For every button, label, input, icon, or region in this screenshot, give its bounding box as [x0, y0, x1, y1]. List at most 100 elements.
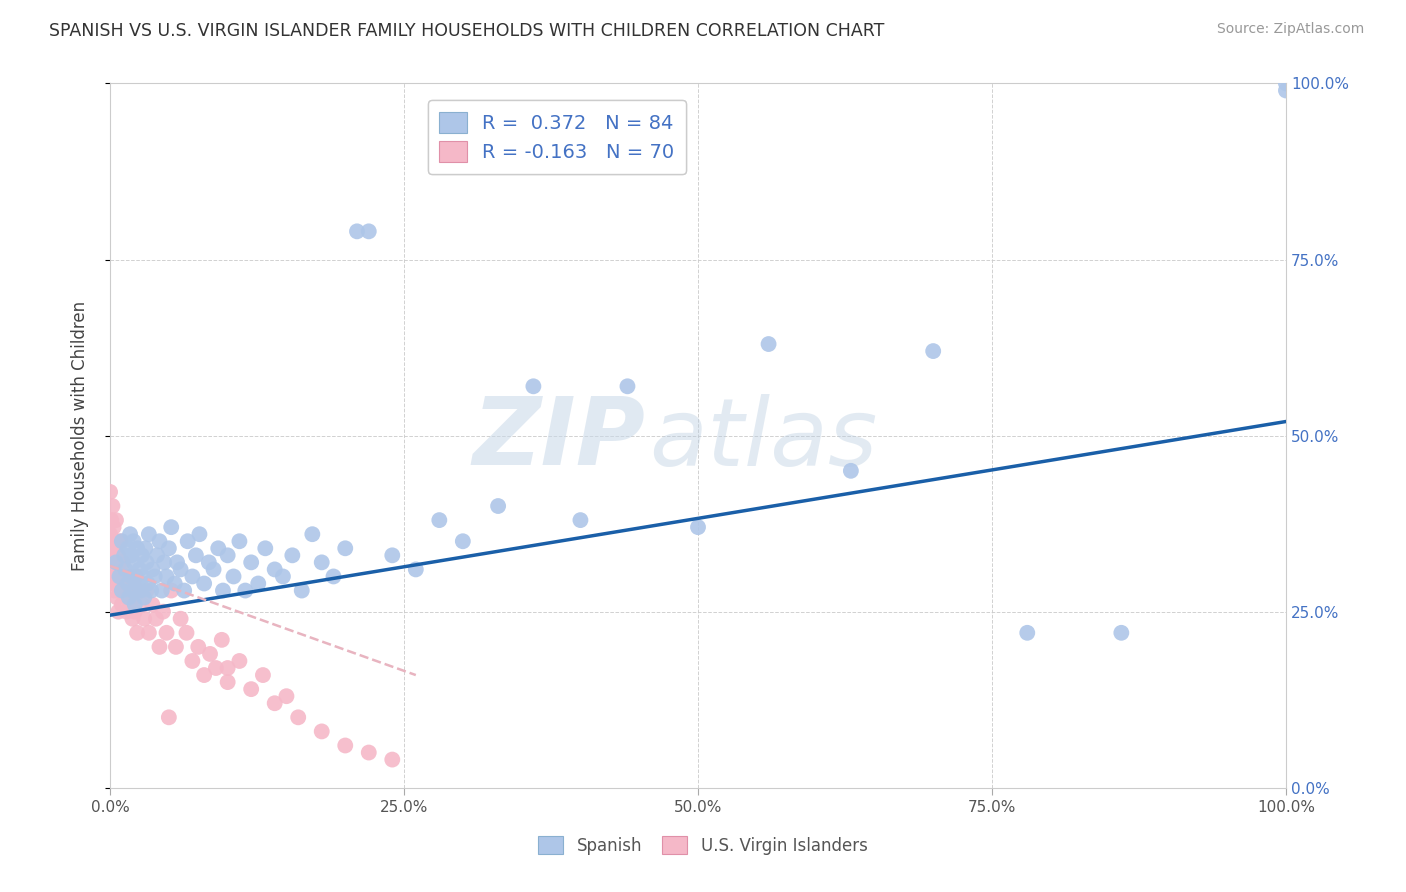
Point — [135, 583, 157, 598]
Y-axis label: Family Households with Children: Family Households with Children — [72, 301, 89, 571]
Point — [117, 583, 139, 598]
Point — [138, 625, 160, 640]
Text: ZIP: ZIP — [472, 393, 645, 485]
Point — [128, 583, 150, 598]
Point — [276, 689, 298, 703]
Legend: R =  0.372   N = 84, R = -0.163   N = 70: R = 0.372 N = 84, R = -0.163 N = 70 — [427, 100, 686, 174]
Point — [117, 576, 139, 591]
Point — [134, 591, 156, 605]
Point — [143, 569, 166, 583]
Point — [222, 569, 245, 583]
Point — [291, 583, 314, 598]
Point — [381, 753, 404, 767]
Text: atlas: atlas — [648, 393, 877, 484]
Point — [252, 668, 274, 682]
Point — [132, 569, 155, 583]
Point — [686, 520, 709, 534]
Point — [120, 549, 142, 563]
Point — [212, 583, 235, 598]
Point — [152, 605, 174, 619]
Point — [125, 569, 148, 583]
Point — [108, 569, 131, 583]
Point — [228, 534, 250, 549]
Point — [569, 513, 592, 527]
Point — [118, 569, 141, 583]
Point — [104, 555, 127, 569]
Point — [111, 598, 134, 612]
Point — [150, 583, 173, 598]
Point — [157, 541, 180, 556]
Point — [120, 583, 142, 598]
Point — [311, 724, 333, 739]
Point — [114, 562, 136, 576]
Point — [112, 549, 135, 563]
Point — [281, 549, 304, 563]
Point — [141, 583, 163, 598]
Point — [173, 583, 195, 598]
Point — [104, 569, 127, 583]
Point — [207, 541, 229, 556]
Point — [155, 569, 177, 583]
Point — [181, 569, 204, 583]
Point — [163, 576, 186, 591]
Point — [198, 555, 221, 569]
Point — [98, 485, 121, 500]
Point — [160, 583, 183, 598]
Point — [217, 549, 239, 563]
Point — [115, 605, 138, 619]
Point — [112, 583, 135, 598]
Point — [110, 534, 132, 549]
Point — [169, 562, 191, 576]
Point — [1111, 625, 1133, 640]
Point — [311, 555, 333, 569]
Point — [616, 379, 638, 393]
Point — [135, 555, 157, 569]
Point — [127, 541, 149, 556]
Point — [758, 337, 780, 351]
Point — [101, 534, 124, 549]
Point — [108, 569, 131, 583]
Point — [193, 668, 215, 682]
Point — [100, 513, 122, 527]
Point — [107, 605, 129, 619]
Point — [263, 696, 285, 710]
Point — [165, 640, 187, 654]
Point — [108, 555, 131, 569]
Point — [100, 549, 122, 563]
Point — [181, 654, 204, 668]
Point — [118, 591, 141, 605]
Point — [169, 612, 191, 626]
Point — [160, 520, 183, 534]
Point — [114, 569, 136, 583]
Point — [146, 549, 169, 563]
Point — [263, 562, 285, 576]
Point — [184, 549, 207, 563]
Point — [247, 576, 270, 591]
Point — [254, 541, 277, 556]
Point — [98, 527, 121, 541]
Point — [205, 661, 228, 675]
Point — [127, 625, 149, 640]
Point — [125, 569, 148, 583]
Point — [155, 625, 177, 640]
Point — [427, 513, 450, 527]
Point — [153, 555, 176, 569]
Point — [922, 344, 945, 359]
Point — [104, 555, 127, 569]
Point — [122, 591, 145, 605]
Text: SPANISH VS U.S. VIRGIN ISLANDER FAMILY HOUSEHOLDS WITH CHILDREN CORRELATION CHAR: SPANISH VS U.S. VIRGIN ISLANDER FAMILY H… — [49, 22, 884, 40]
Point — [148, 534, 170, 549]
Point — [117, 541, 139, 556]
Point — [202, 562, 225, 576]
Point — [134, 612, 156, 626]
Point — [134, 541, 156, 556]
Point — [127, 576, 149, 591]
Point — [103, 520, 125, 534]
Point — [357, 746, 380, 760]
Point — [111, 555, 134, 569]
Point — [120, 598, 142, 612]
Point — [193, 576, 215, 591]
Point — [228, 654, 250, 668]
Point — [110, 583, 132, 598]
Point — [188, 527, 211, 541]
